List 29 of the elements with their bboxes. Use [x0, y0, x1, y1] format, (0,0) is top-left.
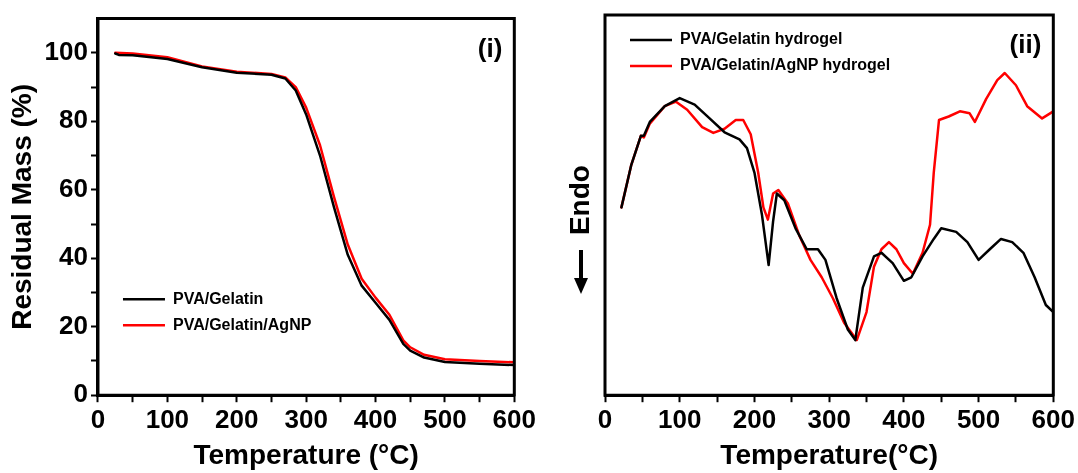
x-tick-label: 500 — [423, 403, 467, 434]
y-tick-label: 40 — [59, 241, 88, 272]
y-axis-title: Endo — [563, 165, 595, 236]
y-tick-label: 0 — [73, 378, 88, 409]
x-tick-label: 100 — [145, 403, 190, 434]
x-tick-label: 400 — [353, 403, 398, 434]
legend-label: PVA/Gelatin hydrogel — [680, 30, 843, 48]
legend-label: PVA/Gelatin/AgNP hydrogel — [680, 56, 891, 74]
y-tick-label: 100 — [44, 36, 88, 67]
text: (ii) — [1009, 29, 1042, 60]
x-tick-label: 200 — [215, 403, 259, 434]
annotation: (i) — [477, 32, 503, 63]
legend-label: PVA/Gelatin — [172, 289, 264, 307]
legend-label: PVA/Gelatin/AgNP — [172, 315, 312, 333]
x-axis-title: Temperature(°C) — [720, 438, 938, 470]
x-tick-label: 500 — [956, 403, 1001, 434]
x-tick-label: 300 — [807, 403, 851, 434]
y-axis-title: Residual Mass (%) — [5, 83, 37, 330]
x-tick-label: 600 — [492, 403, 537, 434]
x-tick-label: 100 — [658, 403, 702, 434]
y-tick-label: 20 — [59, 309, 88, 340]
x-tick-label: 0 — [597, 403, 613, 434]
x-tick-label: 600 — [1031, 403, 1076, 434]
y-tick-label: 80 — [59, 104, 88, 135]
y-tick-label: 60 — [59, 172, 88, 203]
x-tick-label: 200 — [732, 403, 777, 434]
x-tick-label: 400 — [882, 403, 926, 434]
x-tick-label: 300 — [284, 403, 328, 434]
x-axis-title: Temperature (°C) — [193, 438, 419, 470]
